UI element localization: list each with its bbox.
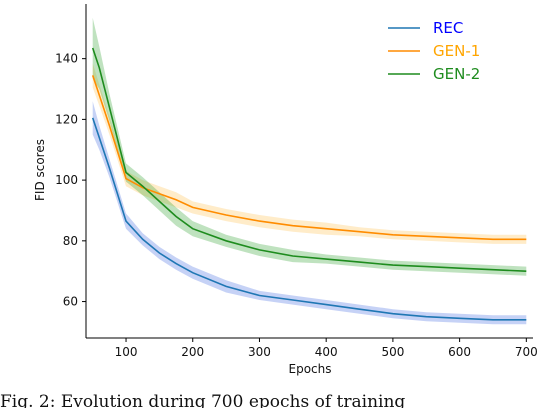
band-rec [92, 101, 527, 325]
legend-label-gen-2: GEN-2 [433, 65, 480, 83]
x-tick-label: 700 [515, 345, 538, 359]
x-axis-label: Epochs [289, 362, 332, 376]
series-lines [91, 47, 527, 321]
band-gen-1 [92, 63, 527, 244]
legend-label-rec: REC [433, 19, 463, 37]
y-tick-label: 120 [55, 112, 78, 126]
legend: REC GEN-1 GEN-2 [388, 19, 480, 83]
x-tick-label: 200 [181, 345, 204, 359]
line-gen-1 [91, 75, 527, 241]
line-gen-2 [91, 47, 527, 272]
fid-chart: 100 200 300 400 500 600 700 60 80 100 120 140 REC GE… [33, 4, 538, 376]
axes: 100 200 300 400 500 600 700 60 80 100 120 140 [55, 4, 538, 359]
x-tick-label: 300 [248, 345, 271, 359]
legend-label-gen-1: GEN-1 [433, 42, 480, 60]
y-tick-label: 60 [63, 295, 78, 309]
y-tick-label: 100 [55, 173, 78, 187]
x-tick-label: 100 [115, 345, 138, 359]
y-tick-label: 80 [63, 234, 78, 248]
line-rec [91, 117, 527, 321]
confidence-bands [92, 17, 527, 325]
x-tick-label: 400 [315, 345, 338, 359]
figure-caption: Fig. 2: Evolution during 700 epochs of t… [0, 392, 406, 408]
x-tick-label: 600 [448, 345, 471, 359]
y-axis-label: FID scores [33, 139, 47, 201]
y-tick-label: 140 [55, 52, 78, 66]
x-tick-label: 500 [381, 345, 404, 359]
